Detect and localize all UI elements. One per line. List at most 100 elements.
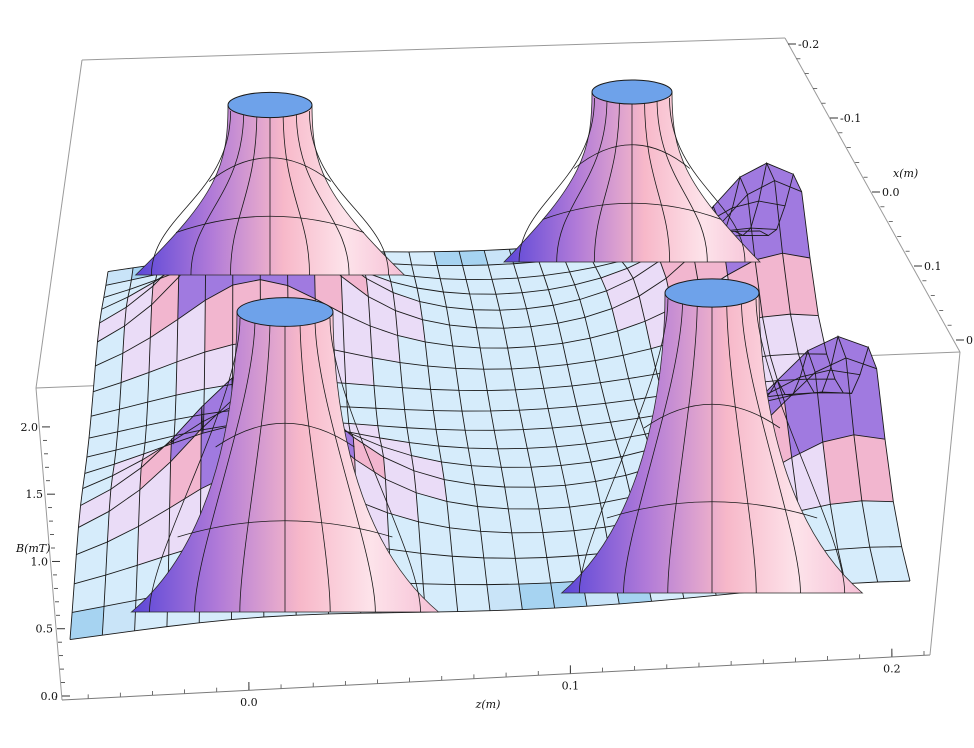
surface-cell: [523, 427, 557, 449]
surface-cell: [430, 389, 462, 412]
surface-cell: [639, 278, 673, 322]
surface-cell: [404, 409, 437, 430]
surface-cell: [139, 439, 172, 490]
peak-mesh-line: [282, 110, 310, 276]
surface-cell: [97, 307, 127, 342]
surface-cell: [565, 481, 601, 508]
surface-cell: [508, 508, 543, 533]
surface-cell: [454, 584, 490, 612]
axis-labels: B(mT) z(m) x(m): [15, 167, 918, 711]
surface-cell: [617, 321, 651, 356]
surface-cell: [449, 527, 484, 558]
surface-cell: [548, 284, 580, 306]
surface-cell: [739, 163, 775, 195]
peak-mesh-line: [299, 317, 331, 613]
peaks-layer: [130, 79, 864, 613]
mesh-line-x: [433, 251, 491, 611]
peak-contour: [175, 215, 365, 233]
peak-mesh-line: [669, 97, 746, 263]
surface-cell: [374, 385, 405, 410]
box-edge: [81, 37, 786, 61]
surface-cell: [581, 422, 616, 444]
surface-cell: [574, 277, 607, 300]
surface-cell: [147, 361, 177, 403]
surface-cell: [576, 403, 611, 426]
peak-cap: [591, 79, 673, 105]
surface-cell: [503, 326, 536, 349]
surface-cell: [102, 600, 136, 636]
peak-cap: [227, 91, 313, 119]
surface-cell: [411, 264, 441, 279]
peak-contour: [215, 422, 355, 448]
peak-mesh-line: [151, 110, 232, 276]
peak-contour: [606, 501, 818, 519]
surface-cell: [845, 357, 885, 440]
surface-cell: [522, 289, 554, 309]
peak-mesh-line: [149, 317, 241, 613]
peak-mesh-line: [295, 110, 350, 276]
surface-cell: [606, 278, 640, 309]
surface-cell: [473, 309, 504, 329]
surface-cell: [548, 406, 582, 428]
surface-cell: [112, 453, 144, 476]
surface-cell: [476, 327, 508, 349]
surface-cell: [790, 314, 827, 355]
surface-cell: [584, 308, 618, 339]
surface-cell: [777, 350, 816, 402]
surface-cell: [138, 461, 171, 527]
surface-cell: [143, 435, 175, 454]
surface-cell: [402, 387, 434, 411]
surface-cell: [542, 530, 579, 558]
mesh-line-x: [101, 267, 134, 636]
surface-cell: [543, 385, 577, 409]
surface-cell: [517, 275, 549, 293]
surface-cell: [515, 557, 551, 585]
peak-mesh-line: [518, 97, 595, 263]
mesh-line-x: [533, 247, 620, 605]
surface-cell: [419, 301, 450, 326]
surface-cell: [590, 331, 624, 361]
surface-cell: [149, 319, 178, 373]
surface-cell: [543, 271, 575, 290]
surface-cell: [427, 366, 459, 391]
b-tick-label: 2.0: [21, 421, 39, 434]
surface-cell: [483, 368, 516, 391]
surface-cell: [830, 500, 870, 550]
surface-cell: [511, 367, 544, 390]
surface-cell: [383, 457, 417, 493]
peak-mesh-line: [726, 298, 757, 594]
surface-cell: [518, 582, 555, 610]
surface-cell: [538, 507, 574, 533]
mesh-line-x: [483, 250, 556, 609]
surface-cell: [375, 408, 407, 428]
surface-cell: [385, 479, 419, 522]
mesh-line-x: [759, 172, 911, 582]
peak-mesh-line: [190, 110, 245, 276]
surface-cell: [388, 273, 418, 289]
surface-cell: [115, 425, 147, 451]
surface-cell: [72, 575, 106, 613]
peak-contour: [542, 202, 722, 220]
x-tick-label: 0.0: [882, 186, 900, 199]
mesh-line-x: [134, 264, 159, 631]
surface-cell: [490, 410, 524, 431]
surface-cell: [201, 377, 233, 429]
x-tick-label: -0.1: [840, 112, 861, 125]
b-tick-label: 0.5: [36, 623, 54, 636]
box-edge: [61, 654, 931, 701]
surface-cell: [755, 253, 791, 318]
surface-cell: [838, 336, 877, 369]
surface-cell: [459, 250, 489, 266]
peak-mesh-line: [667, 298, 698, 594]
surface-cell: [633, 260, 667, 297]
surface-cell: [80, 475, 113, 506]
z-tick-label: 0.0: [240, 696, 258, 709]
surface-cell: [499, 308, 531, 329]
surface-cell: [433, 410, 466, 431]
surface-cell: [762, 314, 799, 356]
surface-cell: [471, 465, 505, 487]
surface-cell: [462, 265, 492, 280]
peak-column: [130, 297, 440, 613]
surface-cell: [488, 263, 518, 280]
